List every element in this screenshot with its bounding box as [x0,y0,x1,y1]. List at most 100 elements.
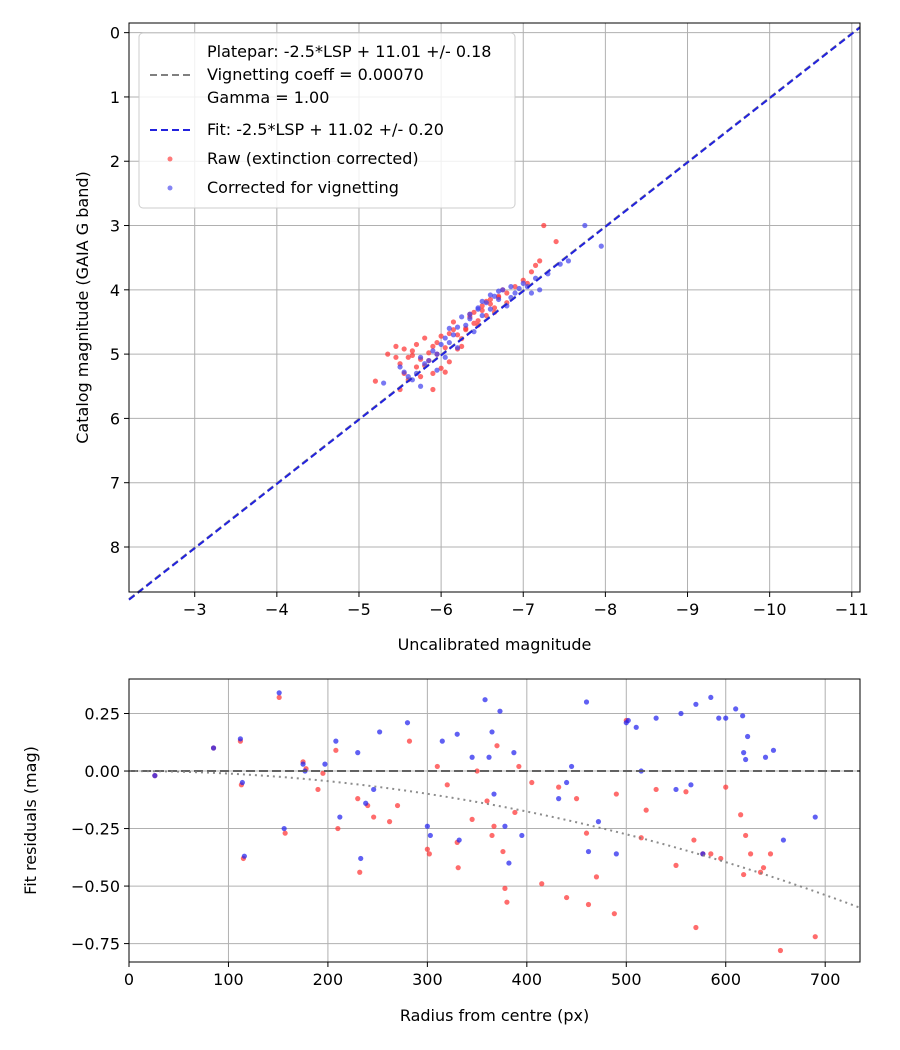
bottom-corrected-point [152,773,158,779]
bottom-raw-point [738,812,744,818]
bottom-raw-point [747,851,754,857]
bottom-corrected-point [583,699,590,705]
bottom-corrected-point [489,729,495,735]
top-raw-point [413,364,420,370]
bottom-corrected-point [568,763,575,770]
top-x-tick-label: −7 [511,600,535,619]
top-corrected-point [417,383,424,389]
bottom-raw-point [386,819,393,825]
bottom-raw-point [500,848,506,855]
bottom-raw-point [529,779,535,786]
top-raw-point [463,327,469,333]
bottom-corrected-point [404,720,411,726]
bottom-corrected-point [585,848,592,855]
top-corrected-point [454,324,461,330]
bottom-raw-point [335,825,341,832]
top-raw-point [430,370,436,377]
top-raw-point [409,352,415,358]
bottom-corrected-point [427,832,433,839]
bottom-corrected-point [497,708,503,714]
top-corrected-point [417,354,424,360]
bottom-raw-point [653,786,659,793]
bottom-raw-point [767,851,774,857]
top-corrected-point [467,311,473,317]
bottom-x-tick-label: 300 [412,970,443,989]
bottom-corrected-point [337,814,343,820]
top-raw-point [459,343,465,349]
bottom-x-tick-label: 0 [124,970,134,989]
bottom-corrected-point [519,832,525,839]
bottom-x-ticks: 0 100 200 300 400 500 600 700 [124,962,840,989]
bottom-raw-point [673,862,679,868]
bottom-raw-point [777,947,784,954]
bottom-corrected-point [673,786,679,793]
bottom-y-tick-label: −0.50 [71,877,120,896]
top-corrected-point [446,325,452,331]
top-corrected-point [463,322,469,328]
top-raw-point [393,354,399,360]
top-y-ticks: 0 1 2 3 4 5 6 7 8 [110,24,129,557]
top-raw-point [422,335,428,341]
bottom-corrected-point [812,814,818,820]
bottom-raw-point [371,814,377,820]
legend-box [138,32,516,209]
bottom-corrected-point [556,796,562,802]
top-y-tick-label: 1 [110,88,120,107]
bottom-raw-point [320,770,326,776]
top-corrected-point [450,332,457,338]
vignetting-model-curve [128,770,861,909]
bottom-corrected-point [210,745,217,751]
bottom-raw-point [406,738,413,744]
bottom-corrected-point [482,697,488,703]
top-corrected-point [487,306,493,312]
top-x-axis-label: Uncalibrated magnitude [398,635,592,654]
top-raw-point [454,332,461,338]
top-x-tick-label: −6 [429,600,453,619]
bottom-raw-point [444,782,450,788]
bottom-raw-point [556,784,562,790]
bottom-corrected-point [371,786,377,793]
bottom-raw-point [426,851,432,857]
bottom-corrected-point [439,738,445,744]
top-raw-point [471,309,477,315]
bottom-x-tick-label: 600 [710,970,741,989]
top-raw-point [434,339,440,346]
top-corrected-point [483,300,489,306]
bottom-corrected-point [491,791,497,797]
top-raw-point [393,343,399,349]
top-x-tick-label: −8 [594,600,618,619]
bottom-corrected-point [276,690,282,696]
bottom-corrected-point [693,701,699,707]
bottom-raw-point [643,807,649,813]
bottom-corrected-point [322,761,328,767]
bottom-corrected-point [506,860,512,866]
top-raw-point [504,290,510,296]
top-y-tick-label: 0 [110,24,120,43]
legend-gamma-label: Gamma = 1.00 [207,88,329,107]
bottom-raw-point [355,796,361,802]
bottom-corrected-point [745,733,751,740]
bottom-corrected-point [358,855,364,862]
bottom-corrected-point [633,724,639,730]
top-raw-point [479,307,485,313]
top-corrected-point [434,351,440,357]
bottom-raw-point [282,830,288,836]
bottom-raw-point [474,768,480,774]
bottom-raw-point [613,791,619,797]
top-raw-point [450,327,457,333]
top-corrected-point [401,369,407,375]
bottom-raw-point [502,885,508,891]
bottom-raw-point [469,816,475,822]
top-x-tick-label: −3 [183,600,207,619]
top-corrected-point [479,312,485,319]
magnitude-chart: −3 −4 −5 −6 −7 −8 −9 −10 −11 0 1 2 3 4 5 6 7 8 Uncalibra… [73,22,869,654]
top-y-tick-label: 2 [110,152,120,171]
bottom-corrected-point [723,715,729,721]
top-corrected-point [442,335,448,341]
top-raw-point [409,348,415,354]
top-raw-point [537,258,543,264]
bottom-raw-point [512,809,518,816]
bottom-y-tick-label: 0.00 [84,762,120,781]
top-corrected-point [516,285,522,292]
top-raw-point [553,238,559,245]
